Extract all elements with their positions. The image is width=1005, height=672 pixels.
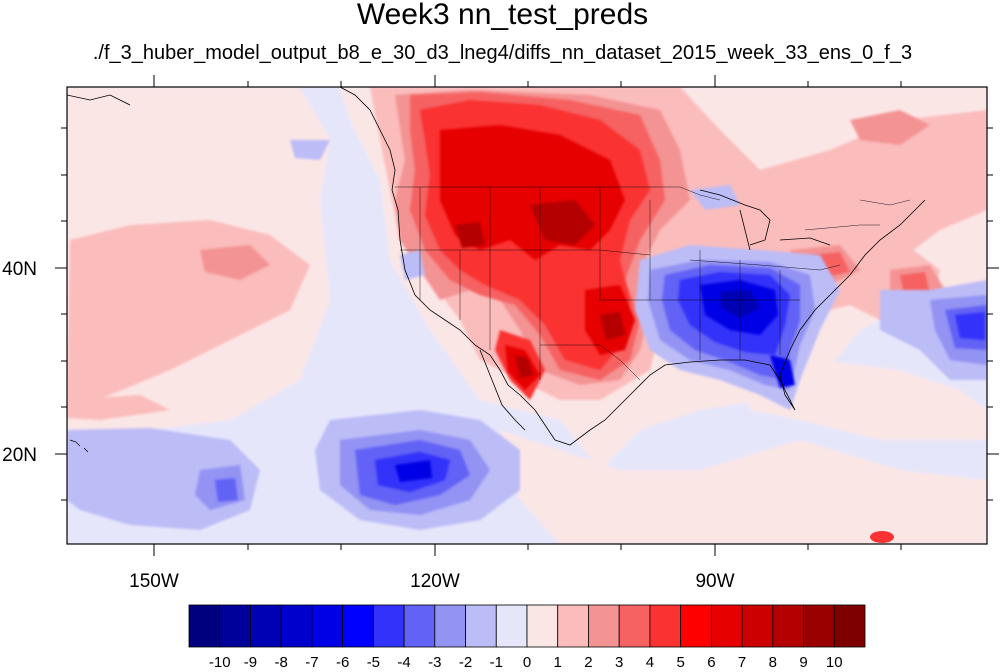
colorbar-label: -8 bbox=[275, 654, 288, 671]
colorbar-label: 5 bbox=[676, 654, 684, 671]
colorbar-box bbox=[250, 604, 282, 648]
colorbar-box bbox=[526, 604, 559, 648]
hawaii-islands bbox=[69, 439, 89, 453]
pos8-regions bbox=[455, 200, 625, 378]
lon-label-90w: 90W bbox=[695, 571, 734, 592]
colorbar-box bbox=[833, 604, 866, 648]
colorbar-box bbox=[280, 604, 313, 648]
colorbar-label: -2 bbox=[459, 654, 472, 671]
colorbar-label: 7 bbox=[738, 654, 746, 671]
lat-label-20n: 20N bbox=[2, 445, 37, 466]
colorbar-box bbox=[649, 604, 682, 648]
plot-frame bbox=[66, 86, 988, 545]
colorbar-label: -7 bbox=[305, 654, 318, 671]
colorbar-box bbox=[495, 604, 528, 648]
colorbar-label: -6 bbox=[336, 654, 349, 671]
colorbar-box bbox=[311, 604, 344, 648]
colorbar-label: 10 bbox=[826, 654, 843, 671]
colorbar-label: 9 bbox=[799, 654, 807, 671]
lon-label-150w: 150W bbox=[129, 571, 179, 592]
lon-label-120w: 120W bbox=[410, 571, 460, 592]
colorbar-box bbox=[680, 604, 712, 648]
coastlines bbox=[67, 87, 926, 446]
colorbar-label: -3 bbox=[428, 654, 441, 671]
colorbar-box bbox=[465, 604, 497, 648]
colorbar-label: 2 bbox=[584, 654, 592, 671]
colorbar-box bbox=[403, 604, 436, 648]
colorbar-label: -9 bbox=[244, 654, 257, 671]
political-boundaries bbox=[395, 186, 911, 381]
colorbar-label: 1 bbox=[554, 654, 562, 671]
map-title: Week3 nn_test_preds bbox=[356, 0, 649, 31]
axis-ticks bbox=[55, 75, 999, 556]
colorbar-label: 6 bbox=[707, 654, 715, 671]
colorbar: -10 -9 -8 -7 -6 -5 -4 -3 -2 -1 0 1 2 3 4 5 6 7 8 9 10 bbox=[188, 604, 866, 671]
colorbar-label: -10 bbox=[209, 654, 231, 671]
colorbar-box bbox=[741, 604, 774, 648]
map-subtitle: ./f_3_huber_model_output_b8_e_30_d3_lneg… bbox=[92, 42, 913, 64]
colorbar-label: -5 bbox=[367, 654, 380, 671]
colorbar-box bbox=[342, 604, 374, 648]
colorbar-box bbox=[710, 604, 743, 648]
lat-label-40n: 40N bbox=[2, 259, 37, 280]
colorbar-label: -4 bbox=[397, 654, 410, 671]
colorbar-label: -1 bbox=[490, 654, 503, 671]
colorbar-box bbox=[557, 604, 589, 648]
colorbar-box bbox=[618, 604, 651, 648]
red-spot-se bbox=[870, 531, 894, 543]
colorbar-label: 3 bbox=[615, 654, 623, 671]
colorbar-box bbox=[772, 604, 804, 648]
colorbar-box bbox=[219, 604, 251, 648]
colorbar-box bbox=[588, 604, 620, 648]
colorbar-label: 4 bbox=[646, 654, 654, 671]
colorbar-box bbox=[803, 604, 835, 648]
colorbar-box bbox=[434, 604, 466, 648]
colorbar-box bbox=[188, 604, 221, 648]
colorbar-label: 0 bbox=[523, 654, 531, 671]
colorbar-box bbox=[372, 604, 405, 648]
colorbar-label: 8 bbox=[769, 654, 777, 671]
field-layer bbox=[67, 87, 987, 544]
